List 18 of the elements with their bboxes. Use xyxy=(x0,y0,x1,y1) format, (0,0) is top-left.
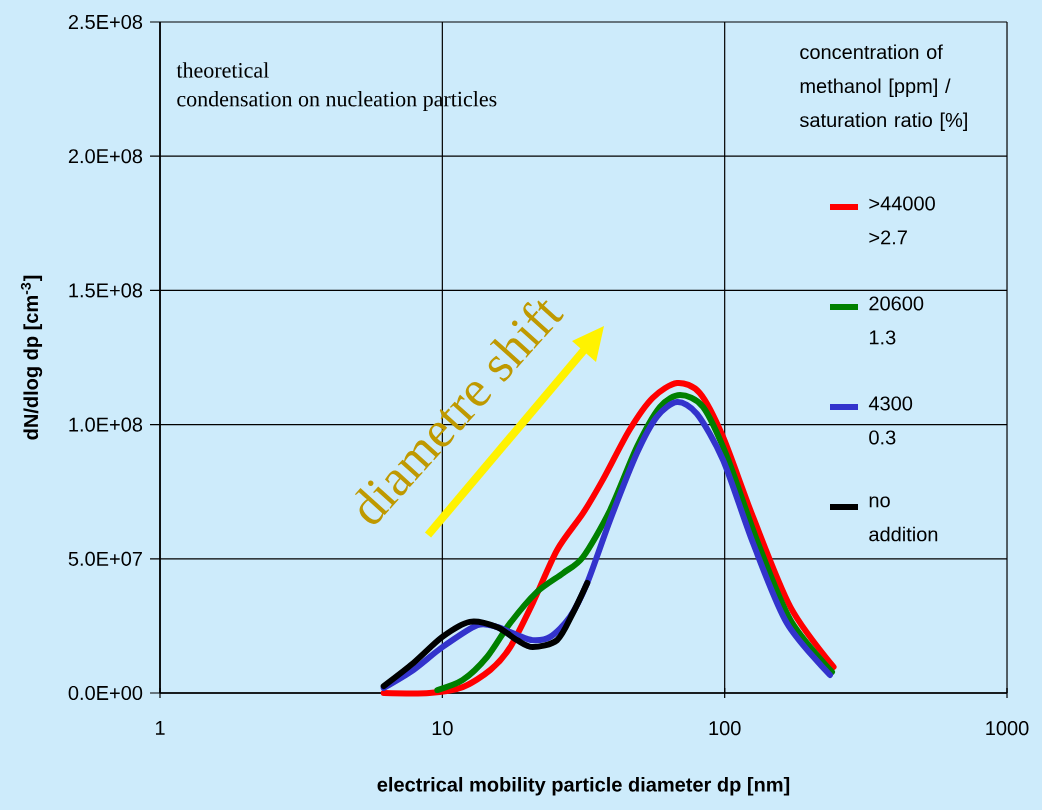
y-tick-label: 0.0E+00 xyxy=(68,685,143,701)
annotation: theoretical xyxy=(176,62,269,78)
x-tick-label: 1 xyxy=(155,721,165,735)
legend-label: >44000 >2.7 xyxy=(869,196,935,245)
y-tick-label: 2.0E+08 xyxy=(68,149,143,164)
y-tick-label: 5.0E+07 xyxy=(68,551,142,566)
y-axis-title: dN/dlog dp [cm$^{-3}$] xyxy=(20,275,43,440)
x-tick-label: 10 xyxy=(432,721,453,736)
legend-label: 4300 0.3 xyxy=(868,396,913,445)
legend-label: no addition xyxy=(869,496,938,542)
y-tick-label: 1.0E+08 xyxy=(69,417,143,432)
y-tick-label: 1.5E+08 xyxy=(69,283,143,298)
legend-title: concentration of methanol [ppm] / saturation ratio [%] xyxy=(799,44,967,132)
x-tick-label: 100 xyxy=(709,721,741,736)
legend-label: 20600 1.3 xyxy=(869,296,924,345)
y-tick-label: 2.5E+08 xyxy=(68,14,143,30)
x-tick-label: 1000 xyxy=(986,721,1029,736)
x-axis-title: electrical mobility particle diameter dp [nm] xyxy=(377,776,790,796)
